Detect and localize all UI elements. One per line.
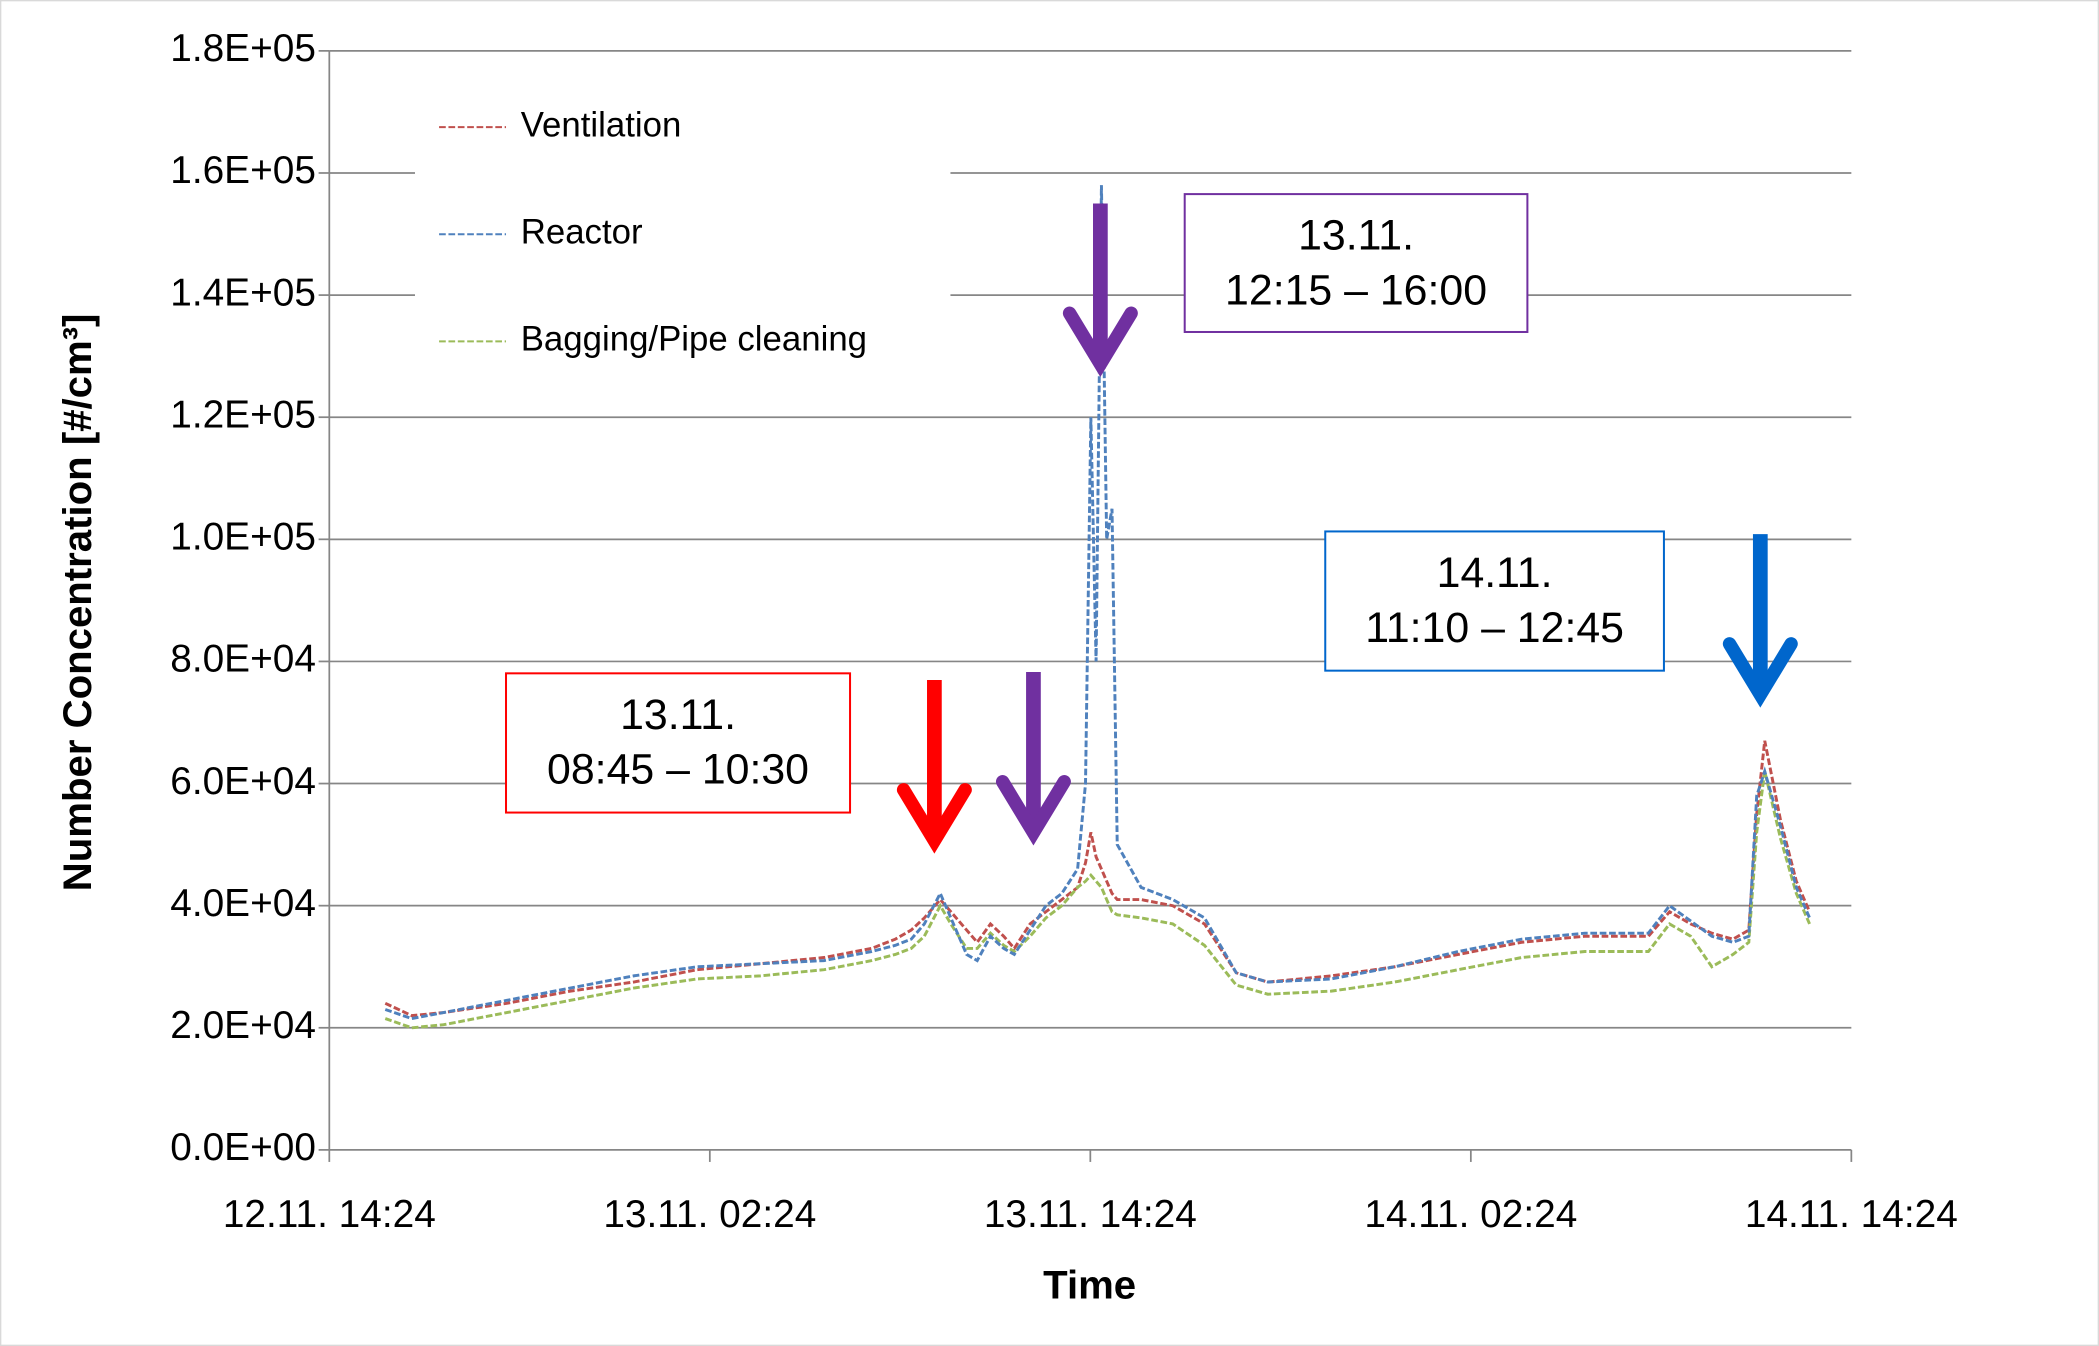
arrow-head [1722,637,1798,708]
annotation-text: 08:45 – 10:30 [547,746,809,794]
y-tick-label: 6.0E+04 [170,760,316,803]
x-tick-label: 12.11. 14:24 [223,1193,436,1236]
y-axis-label: Number Concentration [#/cm³] [55,314,100,892]
series-line [384,740,1811,1018]
x-tick-label: 14.11. 02:24 [1364,1193,1577,1236]
annotation-box [1324,530,1665,672]
y-tick-label: 1.6E+05 [170,149,316,192]
y-tick-label: 8.0E+04 [170,638,316,681]
annotation-text: 14.11. [1437,549,1553,597]
x-tick-label: 13.11. 02:24 [603,1193,816,1236]
annotation-text: 13.11. [1298,212,1414,260]
y-tick-label: 0.0E+00 [170,1126,316,1169]
x-axis-label: Time [1043,1262,1136,1307]
y-tick-label: 1.0E+05 [170,516,316,559]
annotation-box [505,672,852,814]
arrow-head [896,783,972,854]
legend-label: Reactor [521,212,643,251]
legend-label: Bagging/Pipe cleaning [521,320,867,359]
y-tick-label: 1.8E+05 [170,27,316,70]
x-tick-label: 13.11. 14:24 [984,1193,1197,1236]
annotation-text: 12:15 – 16:00 [1225,266,1487,314]
legend-label: Ventilation [521,105,682,144]
arrow-head [1062,306,1138,378]
annotation-box [1183,193,1529,333]
annotation-text: 11:10 – 12:45 [1365,604,1624,652]
series-line [384,185,1811,1021]
y-tick-label: 2.0E+04 [170,1004,316,1047]
annotation-text: 13.11. [620,691,736,739]
series-line [384,770,1811,1030]
x-tick-label: 14.11. 14:24 [1745,1193,1958,1236]
y-tick-label: 4.0E+04 [170,882,316,925]
legend-bg [414,80,951,389]
y-tick-label: 1.4E+05 [170,271,316,314]
arrow-head [995,775,1071,846]
y-tick-label: 1.2E+05 [170,393,316,436]
